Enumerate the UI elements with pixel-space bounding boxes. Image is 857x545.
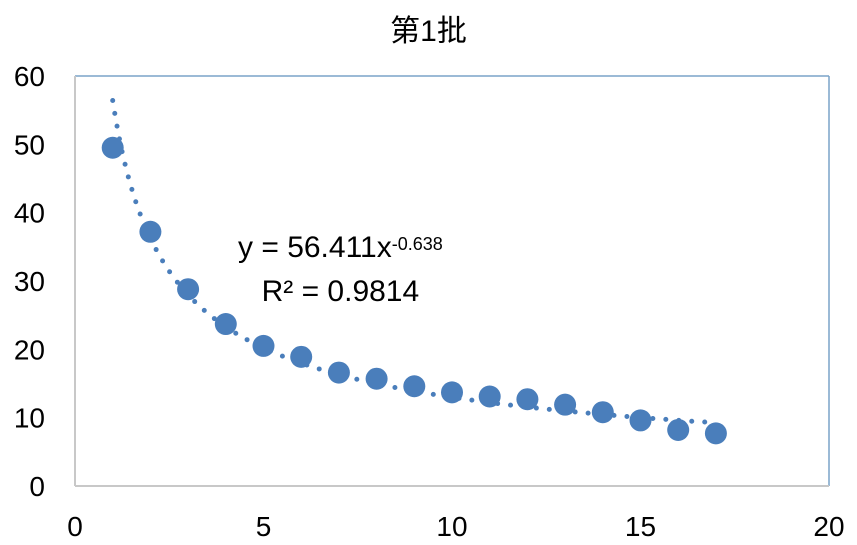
data-point xyxy=(441,381,463,404)
trendline-equation: y = 56.411x-0.638 R² = 0.9814 xyxy=(238,226,443,314)
data-point xyxy=(629,409,652,432)
r-squared-text: R² = 0.9814 xyxy=(261,275,420,308)
data-point xyxy=(365,367,388,390)
equation-text: y = 56.411x xyxy=(238,231,392,264)
data-point xyxy=(478,385,501,408)
x-tick-label: 15 xyxy=(625,511,656,542)
data-point xyxy=(177,278,200,301)
power-trendline xyxy=(110,98,719,426)
y-tick-label: 20 xyxy=(14,334,45,365)
data-point xyxy=(516,388,539,411)
y-tick-label: 50 xyxy=(14,129,45,160)
data-point xyxy=(554,393,577,416)
x-tick-label: 10 xyxy=(436,511,467,542)
x-tick-label: 20 xyxy=(813,511,844,542)
data-point xyxy=(214,313,237,336)
data-point xyxy=(704,422,727,445)
y-tick-label: 30 xyxy=(14,266,45,297)
data-point xyxy=(403,375,426,398)
data-point xyxy=(591,401,614,424)
x-tick-label: 5 xyxy=(256,511,272,542)
chart-title: 第1批 xyxy=(390,15,467,48)
data-point xyxy=(290,345,313,368)
y-tick-label: 40 xyxy=(14,198,45,229)
y-tick-label: 60 xyxy=(14,61,45,92)
data-point xyxy=(327,361,350,384)
data-point xyxy=(667,418,690,441)
x-tick-label: 0 xyxy=(67,511,83,542)
y-tick-label: 10 xyxy=(14,403,45,434)
data-point xyxy=(252,334,275,357)
data-point xyxy=(139,220,162,243)
data-point xyxy=(101,136,124,159)
equation-exponent: -0.638 xyxy=(391,234,443,254)
y-tick-label: 0 xyxy=(29,471,45,502)
